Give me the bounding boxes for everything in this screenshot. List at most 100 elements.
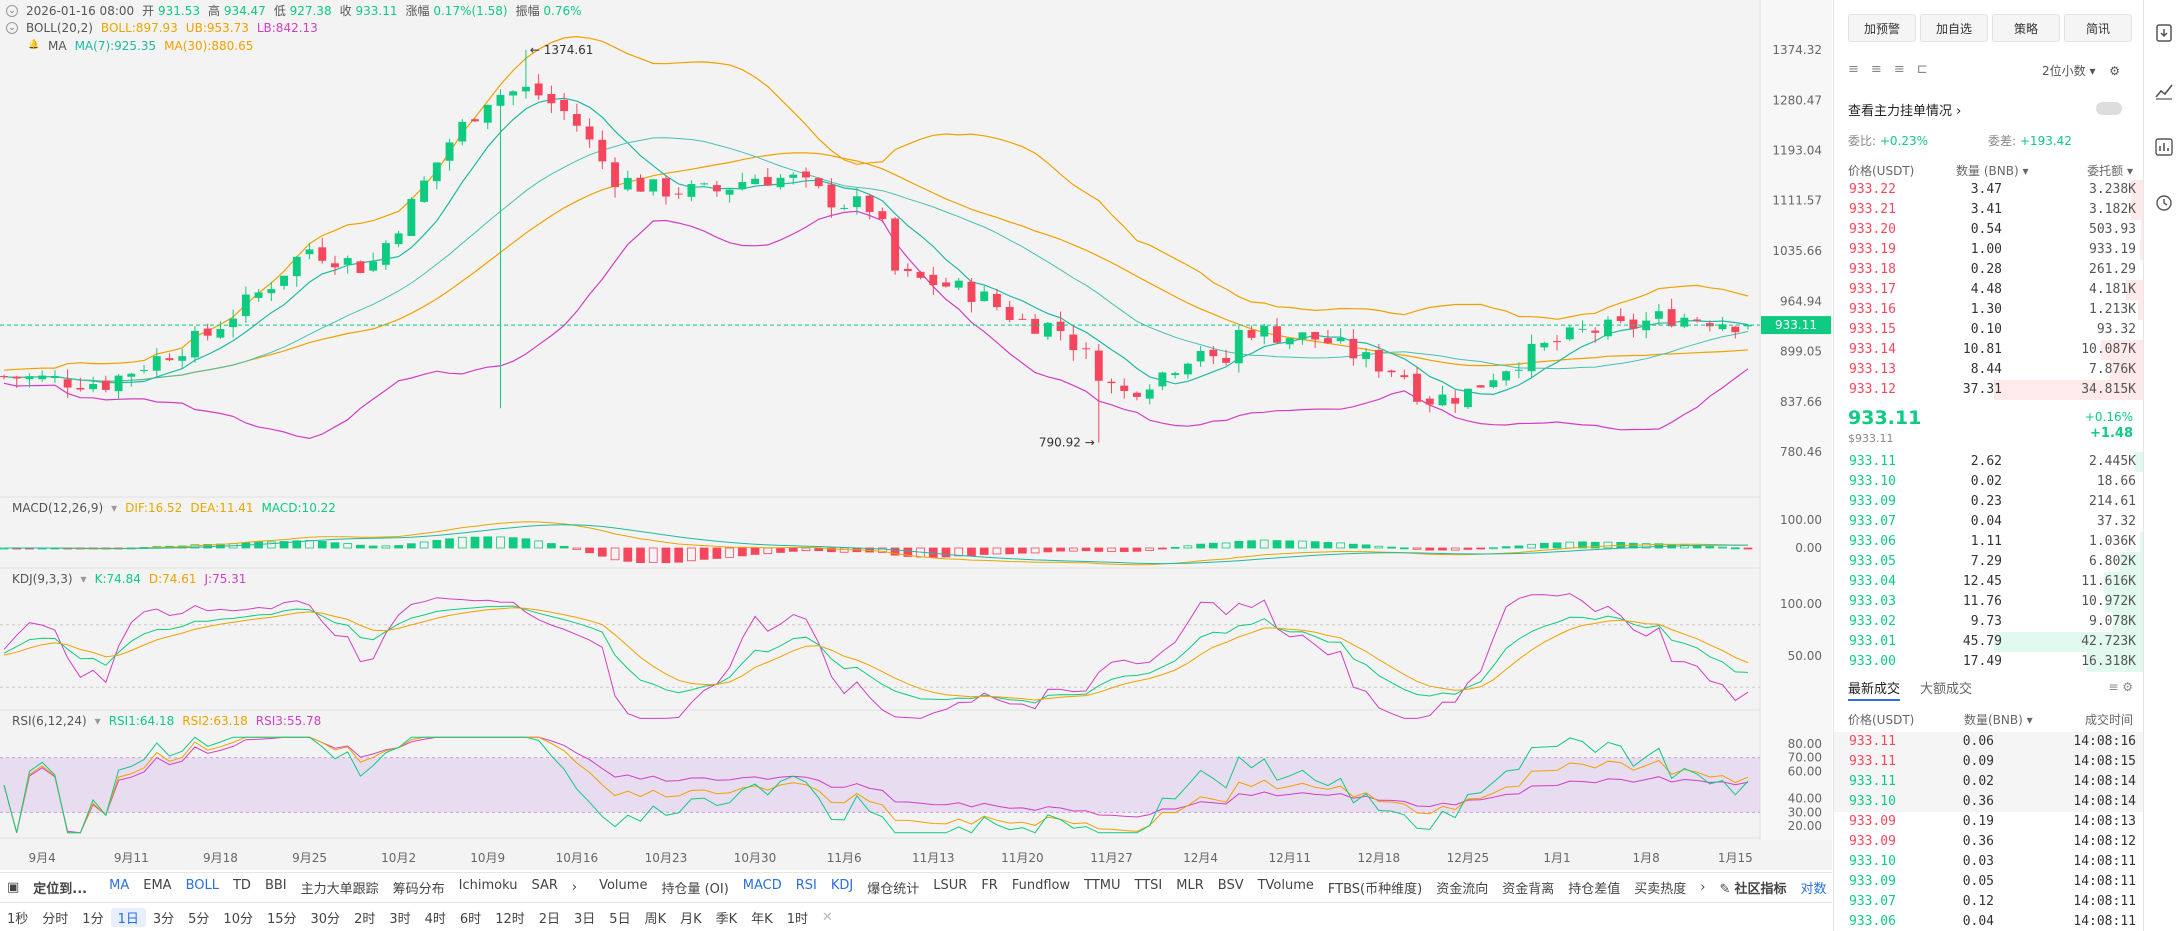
interval-15[interactable]: 3日 bbox=[574, 912, 596, 927]
bid-row[interactable]: 933.04 12.45 11.616K bbox=[1834, 572, 2144, 592]
ask-row[interactable]: 933.16 1.30 1.213K bbox=[1834, 300, 2144, 320]
chart-area[interactable]: 1374.32 1280.47 1193.04 1111.57 1035.66 964.9… bbox=[0, 0, 1832, 870]
macd-name[interactable]: MACD(12,26,9) bbox=[12, 501, 104, 515]
collapse-icon[interactable]: ⌄ bbox=[6, 4, 18, 17]
book-both-icon[interactable]: ≡ bbox=[1848, 62, 1859, 77]
main-indicator-6[interactable]: 筹码分布 bbox=[392, 882, 445, 897]
col-total-header[interactable]: 委托额 ▾ bbox=[2087, 164, 2133, 178]
close-icon[interactable]: ✕ bbox=[821, 910, 833, 925]
dropdown-icon[interactable]: ▾ bbox=[80, 572, 87, 586]
history-icon[interactable] bbox=[2155, 194, 2173, 212]
rsi-name[interactable]: RSI(6,12,24) bbox=[12, 714, 87, 728]
settings-icon[interactable]: ⚙ bbox=[2109, 64, 2121, 78]
bid-row[interactable]: 933.09 0.23 214.61 bbox=[1834, 492, 2144, 512]
sub-indicator-2[interactable]: MACD bbox=[742, 878, 782, 893]
sub-indicator-7[interactable]: FR bbox=[981, 878, 998, 893]
interval-13[interactable]: 12时 bbox=[495, 912, 525, 927]
interval-7[interactable]: 15分 bbox=[266, 912, 297, 927]
main-indicator-8[interactable]: SAR bbox=[531, 878, 558, 893]
bid-row[interactable]: 933.01 45.79 42.723K bbox=[1834, 632, 2144, 652]
bell-icon[interactable]: 🔔 bbox=[28, 40, 40, 50]
main-indicator-5[interactable]: 主力大单跟踪 bbox=[300, 882, 379, 897]
ask-row[interactable]: 933.14 10.81 10.087K bbox=[1834, 340, 2144, 360]
bid-row[interactable]: 933.07 0.04 37.32 bbox=[1834, 512, 2144, 532]
main-indicator-7[interactable]: Ichimoku bbox=[458, 878, 518, 893]
ask-row[interactable]: 933.20 0.54 503.93 bbox=[1834, 220, 2144, 240]
sub-indicator-14[interactable]: FTBS(币种维度) bbox=[1327, 882, 1423, 897]
add-alert-button[interactable]: 加预警 bbox=[1848, 14, 1916, 42]
ask-row[interactable]: 933.21 3.41 3.182K bbox=[1834, 200, 2144, 220]
main-order-link[interactable]: 查看主力挂单情况 › bbox=[1848, 104, 1962, 119]
book-bids-icon[interactable]: ≡ bbox=[1870, 62, 1882, 77]
interval-10[interactable]: 3时 bbox=[389, 912, 411, 927]
sub-indicator-10[interactable]: TTSI bbox=[1134, 878, 1163, 893]
main-indicator-2[interactable]: BOLL bbox=[185, 878, 219, 893]
trade-col-qty[interactable]: 数量(BNB) ▾ bbox=[1964, 713, 2033, 727]
bid-row[interactable]: 933.11 2.62 2.445K bbox=[1834, 452, 2144, 472]
sub-indicator-5[interactable]: 爆仓统计 bbox=[867, 882, 920, 897]
interval-2[interactable]: 1分 bbox=[82, 912, 104, 927]
tab-latest-trades[interactable]: 最新成交 bbox=[1848, 678, 1901, 701]
bar-chart-icon[interactable] bbox=[2155, 138, 2173, 156]
interval-5[interactable]: 5分 bbox=[188, 912, 210, 927]
sub-indicator-1[interactable]: 持仓量 (OI) bbox=[661, 882, 729, 897]
sub-indicator-0[interactable]: Volume bbox=[599, 878, 648, 893]
candlestick-chart[interactable]: 1374.32 1280.47 1193.04 1111.57 1035.66 964.9… bbox=[0, 0, 1832, 870]
sub-indicator-8[interactable]: Fundflow bbox=[1011, 878, 1071, 893]
bid-row[interactable]: 933.10 0.02 18.66 bbox=[1834, 472, 2144, 492]
interval-19[interactable]: 季K bbox=[715, 912, 738, 927]
interval-17[interactable]: 周K bbox=[644, 912, 667, 927]
ask-row[interactable]: 933.19 1.00 933.19 bbox=[1834, 240, 2144, 260]
interval-18[interactable]: 月K bbox=[680, 912, 702, 927]
main-indicator-0[interactable]: MA bbox=[109, 878, 130, 893]
ma-name[interactable]: MA bbox=[48, 39, 67, 53]
ask-row[interactable]: 933.13 8.44 7.876K bbox=[1834, 360, 2144, 380]
interval-4[interactable]: 3分 bbox=[152, 912, 175, 927]
interval-6[interactable]: 10分 bbox=[223, 912, 253, 927]
sub-indicator-16[interactable]: 资金背离 bbox=[1502, 882, 1555, 897]
locate-button[interactable]: 定位到... bbox=[33, 882, 88, 897]
bid-row[interactable]: 933.00 17.49 16.318K bbox=[1834, 652, 2144, 672]
sub-indicator-12[interactable]: BSV bbox=[1217, 878, 1244, 893]
sub-indicator-3[interactable]: RSI bbox=[795, 878, 817, 893]
boll-name[interactable]: BOLL(20,2) bbox=[26, 21, 93, 35]
ask-row[interactable]: 933.17 4.48 4.181K bbox=[1834, 280, 2144, 300]
book-depth-icon[interactable]: ⊏ bbox=[1916, 62, 1928, 77]
bid-row[interactable]: 933.02 9.73 9.078K bbox=[1834, 612, 2144, 632]
sub-indicator-18[interactable]: 买卖热度 bbox=[1634, 882, 1687, 897]
ask-row[interactable]: 933.18 0.28 261.29 bbox=[1834, 260, 2144, 280]
community-indicator-button[interactable]: ✎ 社区指标 bbox=[1719, 882, 1787, 897]
interval-20[interactable]: 年K bbox=[751, 912, 773, 927]
collapse-icon[interactable]: ⌄ bbox=[6, 22, 18, 34]
log-scale-toggle[interactable]: 对数 bbox=[1800, 882, 1827, 897]
sub-indicator-9[interactable]: TTMU bbox=[1084, 878, 1121, 893]
interval-21[interactable]: 1时 bbox=[786, 912, 808, 927]
trade-settings-icons[interactable]: ≡ ⚙ bbox=[2108, 680, 2133, 694]
sub-indicator-4[interactable]: KDJ bbox=[830, 878, 854, 893]
col-qty-header[interactable]: 数量 (BNB) ▾ bbox=[1956, 164, 2029, 178]
interval-11[interactable]: 4时 bbox=[424, 912, 446, 927]
interval-0[interactable]: 1秒 bbox=[7, 912, 29, 927]
interval-9[interactable]: 2时 bbox=[354, 912, 376, 927]
interval-1[interactable]: 分时 bbox=[42, 912, 69, 927]
dropdown-icon[interactable]: ▾ bbox=[111, 501, 118, 515]
sub-indicator-6[interactable]: LSUR bbox=[933, 878, 968, 893]
sub-indicator-15[interactable]: 资金流向 bbox=[1436, 882, 1489, 897]
sub-indicator-13[interactable]: TVolume bbox=[1257, 878, 1314, 893]
interval-16[interactable]: 5日 bbox=[609, 912, 631, 927]
main-indicator-4[interactable]: BBI bbox=[264, 878, 287, 893]
bid-row[interactable]: 933.03 11.76 10.972K bbox=[1834, 592, 2144, 612]
main-order-toggle[interactable] bbox=[2096, 102, 2122, 115]
strategy-button[interactable]: 策略 bbox=[1992, 14, 2060, 42]
interval-12[interactable]: 6时 bbox=[459, 912, 482, 927]
tab-big-trades[interactable]: 大额成交 bbox=[1920, 682, 1973, 697]
sub-indicator-17[interactable]: 持仓差值 bbox=[1568, 882, 1621, 897]
interval-14[interactable]: 2日 bbox=[538, 912, 561, 927]
dropdown-icon[interactable]: ▾ bbox=[94, 714, 101, 728]
decimals-select[interactable]: 2位小数 ▾ ⚙ bbox=[2042, 64, 2121, 78]
main-indicator-1[interactable]: EMA bbox=[143, 878, 172, 893]
download-icon[interactable] bbox=[2155, 24, 2173, 42]
news-button[interactable]: 简讯 bbox=[2064, 14, 2132, 42]
ask-row[interactable]: 933.12 37.31 34.815K bbox=[1834, 380, 2144, 400]
interval-3[interactable]: 1日 bbox=[110, 908, 146, 927]
